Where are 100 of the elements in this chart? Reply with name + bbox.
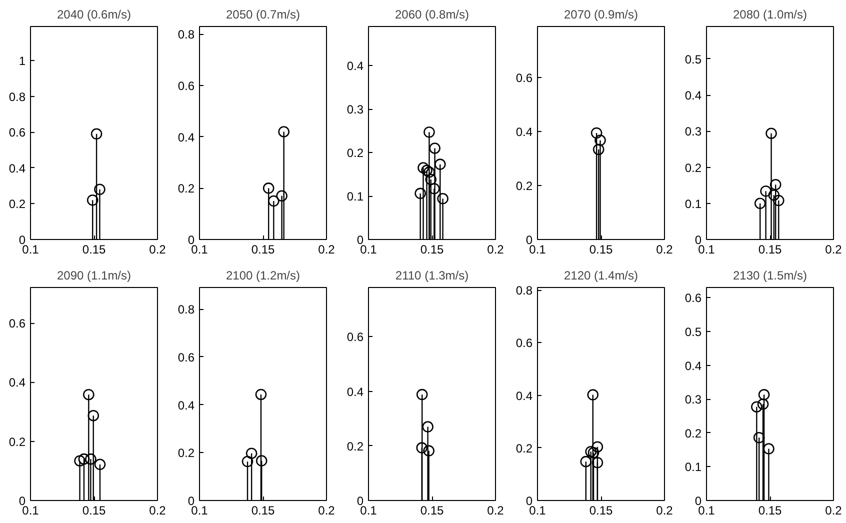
chart-title: 2070 (0.9m/s) [564,8,638,22]
x-tick-label: 0.2 [656,504,674,518]
y-tick-label: 0.3 [346,102,364,117]
y-tick-label: 0.8 [178,302,195,317]
x-tick-label: 0.2 [825,504,842,518]
point [588,447,600,458]
y-tick-label: 0.2 [684,426,702,440]
point [594,134,606,146]
x-tick-label: 0.2 [149,504,166,518]
chart-title: 2060 (0.8m/s) [394,8,470,22]
point [246,448,258,459]
point [772,194,784,206]
chart-title: 2100 (1.2m/s) [226,268,300,282]
y-tick-label: 0.2 [516,179,533,194]
y-tick-label: 0.4 [684,358,702,373]
x-tick-label: 0.15 [251,504,276,518]
x-tick-label: 0.2 [487,504,504,518]
chart-title: 2050 (0.7m/s) [226,8,300,22]
y-tick-label: 0.5 [684,52,702,66]
y-tick-label: 0.2 [684,160,702,175]
y-tick-label: 0.4 [8,376,26,390]
point [437,193,448,204]
chart-title: 2120 (1.4m/s) [564,268,638,282]
y-tick-label: 0.6 [8,316,26,330]
y-tick-label: 0.2 [8,434,26,449]
y-tick-label: 0.4 [178,398,195,412]
point [580,456,592,468]
x-tick-label: 0.15 [758,242,782,256]
y-tick-label: 0.5 [684,324,702,339]
point [428,183,440,194]
x-tick-label: 0.15 [420,504,444,518]
point [414,188,426,200]
y-tick-label: 0.8 [8,90,26,104]
point [94,184,106,196]
y-tick-label: 0.6 [516,71,533,86]
y-tick-label: 0.4 [516,388,533,403]
x-tick-label: 0.2 [487,242,504,256]
point [94,458,106,470]
y-tick-label: 0.2 [178,182,195,196]
point [242,456,254,468]
y-tick-label: 0.6 [516,336,533,350]
point [262,182,274,194]
point [592,144,604,156]
point [416,442,428,454]
chart-title: 2130 (1.5m/s) [732,268,808,282]
y-tick-label: 0.2 [346,439,364,454]
point [768,189,780,201]
x-tick-label: 0.15 [420,242,444,256]
y-tick-label: 0.1 [684,196,702,211]
point [434,158,446,170]
point [760,185,772,197]
y-tick-label: 0.3 [684,392,702,407]
point [423,445,434,456]
x-tick-label: 0.15 [589,504,614,518]
point [425,174,437,186]
y-tick-label: 0.1 [684,460,702,474]
point [85,453,96,465]
point [592,441,604,452]
x-tick-label: 0.15 [589,242,614,256]
point [763,443,774,454]
point [83,388,94,400]
point [90,128,102,140]
y-tick-label: 0.8 [178,28,195,42]
point [592,456,604,468]
point [754,198,766,210]
x-tick-label: 0.15 [82,504,106,518]
chart-title: 2110 (1.3m/s) [395,268,469,282]
y-tick-label: 0.4 [516,125,533,140]
x-tick-label: 0.2 [656,242,674,256]
y-tick-label: 0.4 [346,59,364,74]
point [429,142,440,154]
point [278,126,290,138]
x-tick-label: 0.15 [82,242,106,256]
y-tick-label: 0.6 [8,126,26,140]
y-tick-label: 0.2 [178,446,195,460]
point [255,388,267,400]
y-tick-label: 0.1 [346,190,364,204]
y-tick-label: 0.4 [178,130,195,144]
y-tick-label: 0.2 [516,441,533,456]
chart-title: 2040 (0.6m/s) [56,8,132,22]
chart-title: 2080 (1.0m/s) [732,8,808,22]
point [256,455,268,466]
y-tick-label: 0.6 [178,350,195,364]
x-tick-label: 0.2 [825,242,842,256]
point [770,178,782,190]
point [276,190,288,202]
point [590,127,602,139]
y-tick-label: 0.4 [346,384,364,399]
y-tick-label: 0.2 [346,146,364,160]
x-tick-label: 0.2 [149,242,166,256]
point [88,410,100,422]
x-tick-label: 0.15 [758,504,782,518]
x-tick-label: 0.15 [251,242,276,256]
y-tick-label: 0.2 [8,197,26,212]
point [758,389,770,400]
point [753,432,765,444]
y-tick-label: 0.6 [346,330,364,344]
point [86,194,98,206]
x-tick-label: 0.2 [318,242,336,256]
y-tick-label: 0.6 [178,79,195,94]
